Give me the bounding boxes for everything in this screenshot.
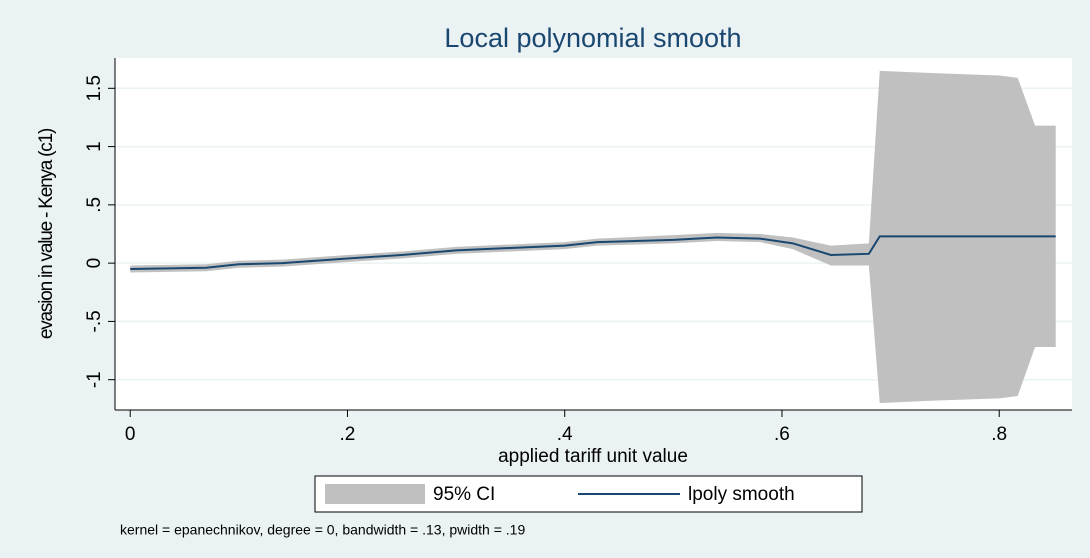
smooth-line <box>130 235 1056 270</box>
chart-title: Local polynomial smooth <box>444 23 741 53</box>
y-tick-label: -1 <box>84 371 105 388</box>
y-axis-title: evasion in value - Kenya (c1) <box>36 128 57 339</box>
legend-swatch <box>325 484 425 504</box>
y-tick-label: 0 <box>84 258 105 269</box>
y-tick-label: 1 <box>84 141 105 152</box>
ci-band <box>130 70 1056 404</box>
x-axis-title: applied tariff unit value <box>498 446 688 467</box>
legend-label: 95% CI <box>433 484 495 505</box>
y-tick-label: .5 <box>84 197 105 213</box>
x-tick-label: .8 <box>991 424 1007 445</box>
y-tick-label: -.5 <box>84 310 105 332</box>
x-tick-label: 0 <box>125 424 136 445</box>
x-tick-label: .6 <box>774 424 790 445</box>
x-tick-label: .2 <box>340 424 356 445</box>
y-tick-label: 1.5 <box>84 75 105 101</box>
legend-label: lpoly smooth <box>688 484 795 505</box>
note: kernel = epanechnikov, degree = 0, bandw… <box>120 522 525 538</box>
x-tick-label: .4 <box>557 424 573 445</box>
